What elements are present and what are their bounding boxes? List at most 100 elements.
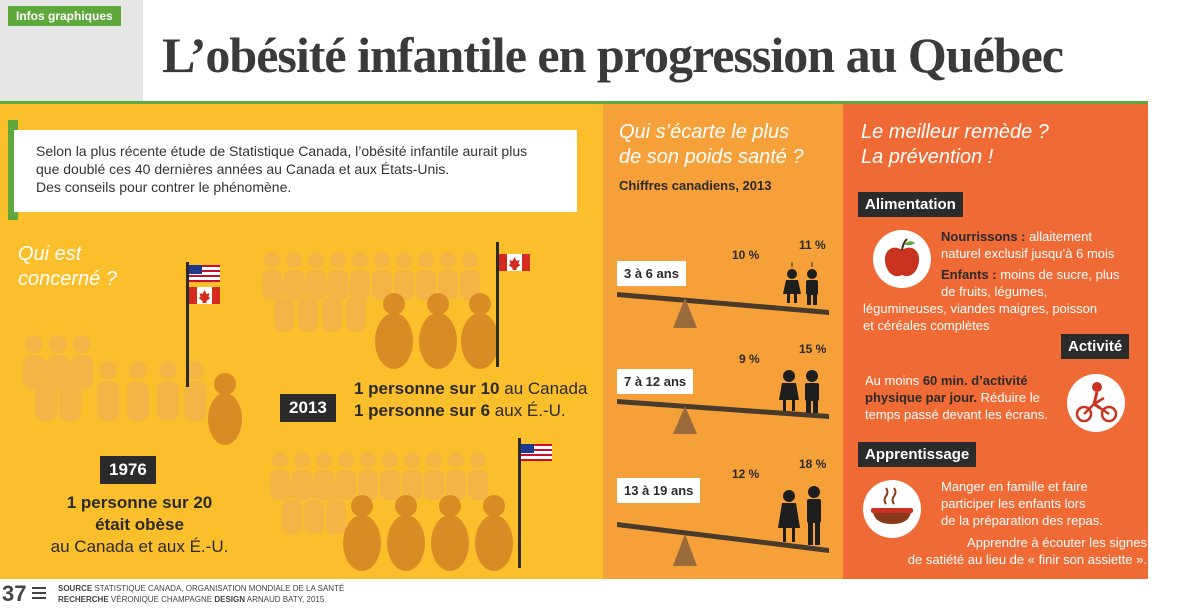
weight-title: Qui s’écarte le plus de son poids santé … [619,120,804,170]
header-divider [0,101,1148,104]
flagpole-2013-canada [496,242,530,367]
stat-2013-canada-bold: 1 personne sur 10 [354,379,500,398]
obese-person-icon [461,293,499,369]
person-icon [326,482,346,534]
person-icon [346,280,366,332]
person-icon [274,280,294,332]
weight-subtitle: Chiffres canadiens, 2013 [619,178,772,193]
activite-bold-2: physique par jour. [865,390,977,405]
intro-accent-bar [8,120,18,220]
panel-prevention: Le meilleur remède ? La prévention ! Ali… [843,104,1148,579]
who-title: Qui est concerné ? [18,242,117,292]
person-icon [446,452,466,500]
alimentation-nourrissons: Nourrissons : allaitement naturel exclus… [941,228,1141,262]
source-text: STATISTIQUE CANADA, ORGANISATION MONDIAL… [92,584,345,593]
apple-circle [873,230,931,288]
person-icon [460,252,480,300]
flag-canada-icon [499,254,530,271]
pct-boys-7-12: 15 % [799,342,827,356]
person-icon [402,452,422,500]
stat-2013-canada: 1 personne sur 10 au Canada [354,378,587,400]
person-icon [372,252,392,300]
boy-icon [807,486,821,545]
prevention-title-line-2: La prévention ! [861,146,994,168]
person-icon [127,361,149,421]
stat-2013: 1 personne sur 10 au Canada 1 personne s… [354,378,587,422]
person-icon [59,361,81,421]
stat-1976-line-1: 1 personne sur 20 [66,493,213,512]
intro-box: Selon la plus récente étude de Statistiq… [14,130,577,212]
intro-line-3: Des conseils pour contrer le phénomène. [36,179,292,195]
recherche-text: VÉRONIQUE CHAMPAGNE [108,595,215,604]
apprentissage-p1-line-1: Manger en famille et faire [941,479,1088,494]
prevention-title: Le meilleur remède ? La prévention ! [861,120,1049,170]
nourrissons-bold: Nourrissons : [941,229,1026,244]
enfants-line-3: légumineuses, viandes maigres, poisson [863,301,1098,316]
person-icon [35,361,57,421]
header: Infos graphiques L’obésité infantile en … [0,0,1200,104]
pct-boys-13-19: 18 % [799,457,827,471]
flagpole-1976 [186,262,220,387]
age-label-7-12: 7 à 12 ans [617,369,694,394]
bike-icon [1075,382,1118,423]
year-2013-badge: 2013 [280,394,336,422]
panel-who: Selon la plus récente étude de Statistiq… [0,104,603,579]
person-icon [380,452,400,500]
activite-rest-1: Réduire le [976,390,1040,405]
age-label-13-19: 13 à 19 ans [617,478,701,503]
who-title-line-2: concerné ? [18,268,117,290]
seesaw-7-12 [617,370,829,434]
boy-icon [806,269,818,305]
obese-person-icon [208,373,242,445]
bowl-circle [863,480,921,538]
person-icon [322,280,342,332]
person-icon [97,361,119,421]
pct-girls-3-6: 10 % [732,248,760,262]
enfants-bold: Enfants : [941,267,997,282]
source-label: SOURCE [58,584,93,593]
nourrissons-line-2: naturel exclusif jusqu’à 6 mois [941,246,1115,261]
person-icon [71,335,93,389]
header-tag-box: Infos graphiques [0,0,143,103]
panel-weight: Qui s’écarte le plus de son poids santé … [603,104,843,579]
obese-person-icon [387,495,425,571]
obese-person-icon [343,495,381,571]
crowd-2013-canada [262,252,499,369]
boy-icon [805,370,819,413]
obese-person-icon [375,293,413,369]
girl-icon [779,370,799,411]
apprentissage-text-2: Apprendre à écouter les signes de satiét… [863,534,1147,568]
stat-2013-canada-rest: au Canada [499,379,588,398]
activite-text: Au moins 60 min. d’activité physique par… [865,372,1065,423]
age-label-3-6: 3 à 6 ans [617,261,686,286]
seesaw-3-6 [617,262,829,328]
crowd-2013-usa [270,452,513,571]
weight-title-line-1: Qui s’écarte le plus [619,121,790,143]
person-icon [304,482,324,534]
activite-pre: Au moins [865,373,923,388]
seesaw-icon [617,399,829,419]
activite-bold-1: 60 min. d’activité [922,373,1028,388]
page-number: 37 [2,581,27,606]
stat-2013-usa-bold: 1 personne sur 6 [354,401,491,420]
label-activite: Activité [1061,334,1130,359]
who-title-line-1: Qui est [18,243,82,265]
alimentation-enfants: Enfants : moins de sucre, plus de fruits… [863,266,1145,334]
seesaw-13-19 [617,486,829,566]
pct-boys-3-6: 11 % [799,238,826,252]
intro-line-2: que doublé ces 40 dernières années au Ca… [36,161,450,177]
obese-person-icon [475,495,513,571]
stat-1976-line-2: était obèse [95,515,184,534]
design-label: DESIGN [214,595,245,604]
flag-usa-icon [189,265,220,282]
stat-2013-usa-rest: aux É.-U. [490,401,566,420]
flag-canada-icon [189,287,220,304]
apprentissage-p2-line-2: de satiété au lieu de « finir son assiet… [907,552,1147,567]
label-apprentissage: Apprentissage [858,442,977,467]
footer: 37 SOURCE STATISTIQUE CANADA, ORGANISATI… [0,579,1200,609]
flag-usa-icon [521,444,552,461]
apprentissage-p1-line-3: de la préparation des repas. [941,513,1103,528]
year-1976-badge: 1976 [100,456,156,484]
person-icon [416,252,436,300]
activite-rest-2: temps passé devant les écrans. [865,407,1048,422]
